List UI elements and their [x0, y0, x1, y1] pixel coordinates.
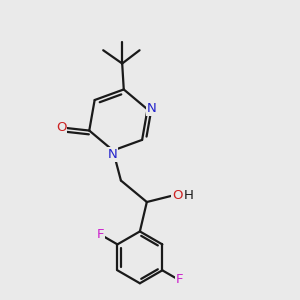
Text: F: F	[97, 228, 104, 242]
Text: N: N	[107, 148, 117, 161]
Text: O: O	[172, 189, 182, 202]
Text: N: N	[147, 102, 157, 115]
Text: O: O	[56, 121, 67, 134]
Text: H: H	[184, 189, 194, 202]
Text: F: F	[175, 273, 183, 286]
